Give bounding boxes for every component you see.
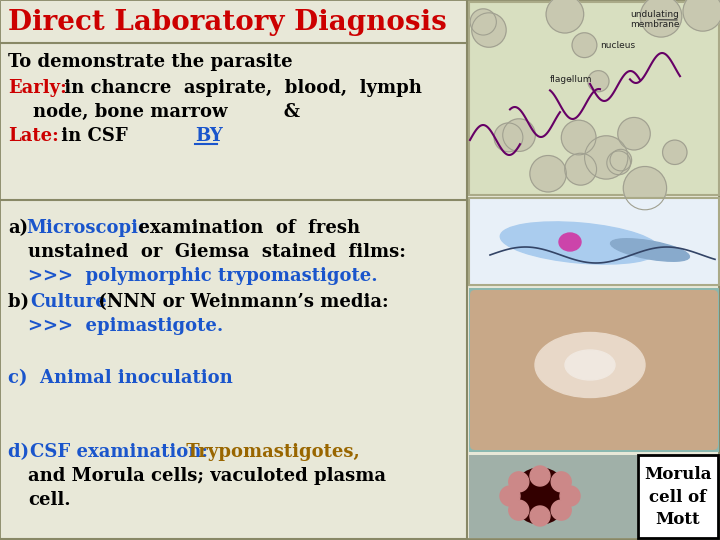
Text: node, bone marrow         &: node, bone marrow & xyxy=(8,103,300,121)
Text: and Morula cells; vaculoted plasma: and Morula cells; vaculoted plasma xyxy=(28,467,386,485)
Circle shape xyxy=(500,486,520,506)
Circle shape xyxy=(552,500,571,520)
Circle shape xyxy=(546,0,584,33)
Text: Morula
cell of
Mott: Morula cell of Mott xyxy=(644,467,712,528)
Text: nucleus: nucleus xyxy=(600,40,635,50)
Text: Trypomastigotes,: Trypomastigotes, xyxy=(180,443,360,461)
Circle shape xyxy=(572,33,597,58)
Circle shape xyxy=(509,472,528,492)
Text: Microscopic: Microscopic xyxy=(26,219,149,237)
Circle shape xyxy=(662,140,687,165)
Circle shape xyxy=(560,486,580,506)
Text: a): a) xyxy=(8,219,28,237)
Text: Direct Laboratory Diagnosis: Direct Laboratory Diagnosis xyxy=(8,9,446,36)
Ellipse shape xyxy=(559,233,581,251)
FancyBboxPatch shape xyxy=(470,290,718,450)
Text: BY: BY xyxy=(195,127,222,145)
Bar xyxy=(469,288,719,452)
Circle shape xyxy=(683,0,720,31)
Text: Culture: Culture xyxy=(30,293,107,311)
Circle shape xyxy=(530,466,550,486)
Text: To demonstrate the parasite: To demonstrate the parasite xyxy=(8,53,292,71)
Circle shape xyxy=(494,123,523,152)
Circle shape xyxy=(618,118,650,150)
Text: Late:: Late: xyxy=(8,127,59,145)
Circle shape xyxy=(552,472,571,492)
Text: (NNN or Weinmann’s media:: (NNN or Weinmann’s media: xyxy=(92,293,389,311)
Circle shape xyxy=(607,151,631,175)
Circle shape xyxy=(530,506,550,526)
Text: b): b) xyxy=(8,293,35,311)
Ellipse shape xyxy=(565,350,615,380)
Ellipse shape xyxy=(611,239,690,261)
Text: CSF examination:: CSF examination: xyxy=(30,443,208,461)
Circle shape xyxy=(562,120,596,155)
Circle shape xyxy=(588,71,609,92)
Circle shape xyxy=(503,119,535,151)
Text: >>>  epimastigote.: >>> epimastigote. xyxy=(28,317,223,335)
Circle shape xyxy=(512,468,568,524)
Bar xyxy=(1,43,467,200)
Text: in CSF: in CSF xyxy=(55,127,127,145)
Text: unstained  or  Giemsa  stained  films:: unstained or Giemsa stained films: xyxy=(28,243,406,261)
Text: Early:: Early: xyxy=(8,79,67,97)
Text: flagellum: flagellum xyxy=(550,76,593,84)
Circle shape xyxy=(624,166,667,210)
Circle shape xyxy=(610,150,631,171)
Text: in chancre  aspirate,  blood,  lymph: in chancre aspirate, blood, lymph xyxy=(58,79,422,97)
Text: examination  of  fresh: examination of fresh xyxy=(126,219,360,237)
Text: c)  Animal inoculation: c) Animal inoculation xyxy=(8,369,233,387)
Circle shape xyxy=(585,136,628,179)
Text: cell.: cell. xyxy=(28,491,71,509)
Ellipse shape xyxy=(500,222,660,264)
Text: >>>  polymorphic trypomastigote.: >>> polymorphic trypomastigote. xyxy=(28,267,377,285)
Bar xyxy=(469,198,719,285)
Circle shape xyxy=(472,13,506,47)
Circle shape xyxy=(509,500,528,520)
Bar xyxy=(1,200,467,539)
Text: d): d) xyxy=(8,443,42,461)
Circle shape xyxy=(640,0,682,37)
Circle shape xyxy=(530,156,567,192)
Bar xyxy=(1,1,467,43)
Bar xyxy=(469,2,719,195)
Bar xyxy=(469,455,637,538)
Bar xyxy=(638,455,718,538)
Text: undulating
membrane: undulating membrane xyxy=(630,10,680,29)
Circle shape xyxy=(564,153,597,185)
Ellipse shape xyxy=(535,333,645,397)
Circle shape xyxy=(470,9,496,35)
